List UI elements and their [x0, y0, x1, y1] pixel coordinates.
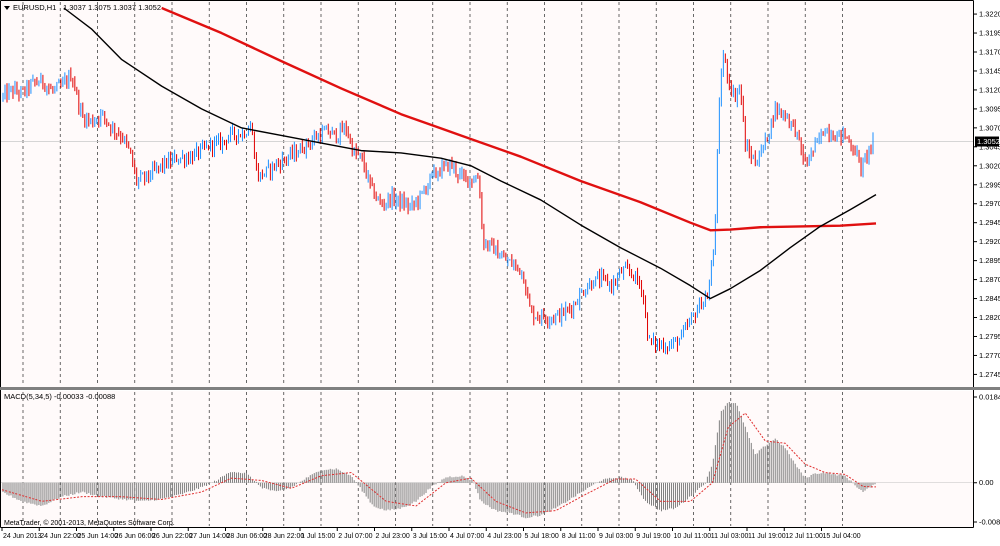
price-tick-label: 1.3120 — [979, 85, 1000, 94]
time-tick-label: 2 Jul 23:00 — [376, 533, 410, 540]
macd-signal — [1, 412, 877, 514]
macd-tick-label: 0.00 — [979, 478, 994, 487]
time-tick-label: 9 Jul 19:00 — [636, 533, 670, 540]
price-tick-label: 1.3045 — [979, 142, 1000, 151]
time-tick-label: 11 Jul 19:00 — [748, 533, 786, 540]
price-tick-label: 1.3095 — [979, 104, 1000, 113]
price-tick-label: 1.2795 — [979, 332, 1000, 341]
macd-axis: 0.01846 0.00 -0.00845 — [973, 393, 1000, 527]
price-tick-label: 1.2745 — [979, 370, 1000, 379]
time-tick-label: 10 Jul 11:00 — [674, 533, 712, 540]
price-candles — [2, 49, 874, 355]
chart-header: EURUSD,H1 1.3037 1.3075 1.3037 1.3052 — [4, 3, 161, 12]
current-price-marker: 1.3052 — [975, 136, 1000, 147]
price-tick-label: 1.2770 — [979, 351, 1000, 360]
ohlc-values: 1.3037 1.3075 1.3037 1.3052 — [63, 3, 161, 12]
price-tick-label: 1.3170 — [979, 48, 1000, 57]
price-tick-label: 1.2970 — [979, 199, 1000, 208]
price-axis: 1.3220 1.3195 1.3170 1.3145 1.3120 1.3095 1.30… — [973, 10, 1000, 379]
macd-panel-background — [1, 391, 973, 527]
macd-label: MACD(5,34,5) -0.00033 -0.00088 — [4, 392, 115, 401]
price-tick-label: 1.2895 — [979, 256, 1000, 265]
time-tick-label: 4 Jul 07:00 — [450, 533, 484, 540]
time-tick-label: 26 Jun 06:00 — [115, 533, 156, 540]
price-tick-label: 1.3145 — [979, 66, 1000, 75]
symbol-label: EURUSD,H1 — [13, 3, 56, 12]
price-tick-label: 1.2920 — [979, 237, 1000, 246]
price-tick-label: 1.2820 — [979, 313, 1000, 322]
macd-tick-label: -0.00845 — [979, 518, 1000, 527]
time-tick-label: 28 Jun 06:00 — [227, 533, 268, 540]
time-tick-label: 26 Jun 22:00 — [152, 533, 193, 540]
time-tick-label: 9 Jul 03:00 — [599, 533, 633, 540]
time-tick-label: 2 Jul 07:00 — [338, 533, 372, 540]
vertical-grid — [22, 2, 843, 526]
current-price-box — [975, 136, 999, 147]
time-tick-label: 1 Jul 15:00 — [301, 533, 335, 540]
time-tick-label: 25 Jun 14:00 — [78, 533, 119, 540]
macd-tick-label: 0.01846 — [979, 393, 1000, 402]
moving-average-slow — [161, 6, 877, 232]
price-tick-label: 1.2945 — [979, 218, 1000, 227]
moving-averages — [63, 6, 877, 300]
macd-signal-line — [1, 412, 877, 514]
chevron-down-icon[interactable] — [4, 6, 10, 10]
time-tick-label: 11 Jul 03:00 — [711, 533, 749, 540]
time-tick-label: 12 Jul 11:00 — [785, 533, 823, 540]
time-tick-label: 3 Jul 15:00 — [413, 533, 447, 540]
price-tick-label: 1.3070 — [979, 123, 1000, 132]
time-tick-label: 24 Jun 22:00 — [40, 533, 81, 540]
macd-histogram — [2, 402, 876, 519]
current-price-value: 1.3052 — [977, 137, 1000, 146]
price-tick-label: 1.2870 — [979, 275, 1000, 284]
price-tick-label: 1.3220 — [979, 10, 1000, 19]
time-tick-label: 15 Jul 04:00 — [823, 533, 861, 540]
price-tick-label: 1.3020 — [979, 161, 1000, 170]
time-tick-label: 27 Jun 14:00 — [189, 533, 230, 540]
price-tick-label: 1.2845 — [979, 294, 1000, 303]
price-tick-label: 1.3195 — [979, 29, 1000, 38]
time-tick-label: 4 Jul 23:00 — [487, 533, 521, 540]
time-tick-label: 5 Jul 18:00 — [525, 533, 559, 540]
time-tick-label: 8 Jul 11:00 — [562, 533, 596, 540]
moving-average-fast — [63, 7, 877, 300]
copyright-text: MetaTrader, © 2001-2013, MetaQuotes Soft… — [4, 519, 175, 527]
time-tick-label: 28 Jun 22:00 — [264, 533, 305, 540]
price-tick-label: 1.2995 — [979, 180, 1000, 189]
time-tick-label: 24 Jun 2013 — [3, 533, 42, 540]
price-panel-background — [1, 1, 973, 387]
